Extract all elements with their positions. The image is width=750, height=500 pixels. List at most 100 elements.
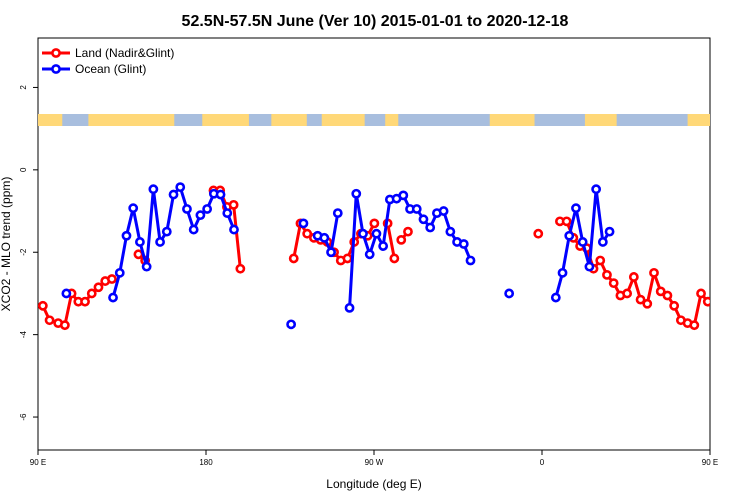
data-point [108, 292, 118, 303]
data-point [155, 237, 165, 247]
legend-item-land: Land (Nadir&Glint) [42, 46, 174, 60]
data-point [628, 272, 639, 282]
data-point [584, 261, 595, 272]
data-point [445, 226, 456, 237]
y-tick-label: -6 [19, 413, 28, 421]
y-tick-label: -2 [19, 248, 28, 256]
data-point [622, 288, 633, 299]
data-point [168, 189, 179, 200]
data-point [403, 226, 413, 237]
x-tick-label: 180 [199, 458, 213, 467]
legend-label-ocean: Ocean (Glint) [75, 62, 146, 76]
data-point [215, 189, 226, 200]
data-point [718, 290, 725, 297]
data-point [465, 255, 476, 266]
band-ocean-segment [738, 114, 750, 126]
band-ocean-segment [398, 114, 490, 126]
data-point [425, 222, 436, 233]
data-point [114, 267, 125, 278]
series-layer [38, 182, 745, 331]
data-point [121, 230, 132, 241]
data-point [662, 290, 673, 301]
data-point [702, 296, 710, 307]
data-point [141, 261, 152, 272]
series-ocean [61, 182, 615, 330]
data-point [298, 218, 309, 229]
data-point [358, 228, 368, 239]
legend: Land (Nadir&Glint) Ocean (Glint) [42, 46, 174, 76]
data-point [738, 275, 745, 282]
data-point [182, 204, 192, 214]
data-point [235, 263, 246, 274]
data-point [458, 239, 469, 249]
data-point [731, 277, 738, 284]
data-point [564, 230, 575, 241]
data-point [371, 228, 382, 239]
data-point [44, 315, 55, 326]
data-point [398, 190, 409, 201]
data-point [107, 274, 117, 284]
data-point [133, 249, 144, 260]
y-tick-label: 2 [19, 85, 28, 90]
data-point [61, 288, 72, 299]
data-point [608, 278, 619, 289]
band-ocean-segment [62, 114, 89, 126]
data-point [188, 224, 199, 235]
data-point [591, 184, 602, 195]
data-point [326, 247, 336, 258]
data-point [228, 199, 239, 210]
data-point [369, 218, 380, 229]
data-point [550, 292, 561, 303]
y-axis-label: XCO2 - MLO trend (ppm) [0, 177, 13, 312]
data-point [229, 224, 239, 235]
legend-item-ocean: Ocean (Glint) [42, 62, 146, 76]
data-point [378, 241, 389, 251]
data-point [288, 253, 299, 264]
data-point [38, 300, 48, 311]
data-point [135, 237, 145, 247]
data-point [557, 267, 568, 278]
data-point [602, 269, 612, 280]
y-tick-label: -4 [19, 331, 28, 339]
data-point [148, 184, 159, 195]
data-point [364, 249, 375, 260]
data-point [59, 320, 70, 331]
y-axis: 2 0 -2 -4 -6 [19, 85, 38, 421]
data-point [571, 203, 581, 214]
series-land [38, 185, 745, 331]
data-point [411, 204, 422, 214]
data-point [649, 267, 659, 278]
data-point [655, 286, 666, 297]
land-ocean-band [38, 114, 750, 126]
data-point [93, 282, 104, 293]
data-point [561, 216, 572, 227]
data-point [418, 214, 429, 225]
data-point [389, 253, 400, 264]
data-point [332, 208, 343, 218]
x-tick-label: 90 E [702, 458, 718, 467]
data-point [689, 320, 700, 331]
data-point [80, 296, 90, 307]
band-ocean-segment [248, 114, 272, 126]
data-point [286, 319, 297, 330]
data-point [86, 288, 97, 299]
data-point [128, 203, 139, 214]
band-ocean-segment [306, 114, 322, 126]
data-point [344, 302, 355, 313]
data-point [597, 237, 608, 247]
data-point [222, 208, 233, 218]
data-point [302, 228, 313, 239]
data-point [595, 255, 606, 266]
data-point [202, 204, 213, 214]
band-ocean-segment [534, 114, 585, 126]
band-ocean-segment [616, 114, 688, 126]
x-tick-label: 0 [540, 458, 545, 467]
data-point [342, 253, 353, 264]
data-point [175, 182, 186, 193]
x-axis-label: Longitude (deg E) [326, 477, 421, 491]
legend-swatch-land-marker [51, 48, 61, 58]
data-point [319, 232, 330, 243]
data-point [438, 206, 449, 216]
x-axis: 90 E 180 90 W 0 90 E [30, 450, 718, 467]
series-line [386, 223, 396, 259]
